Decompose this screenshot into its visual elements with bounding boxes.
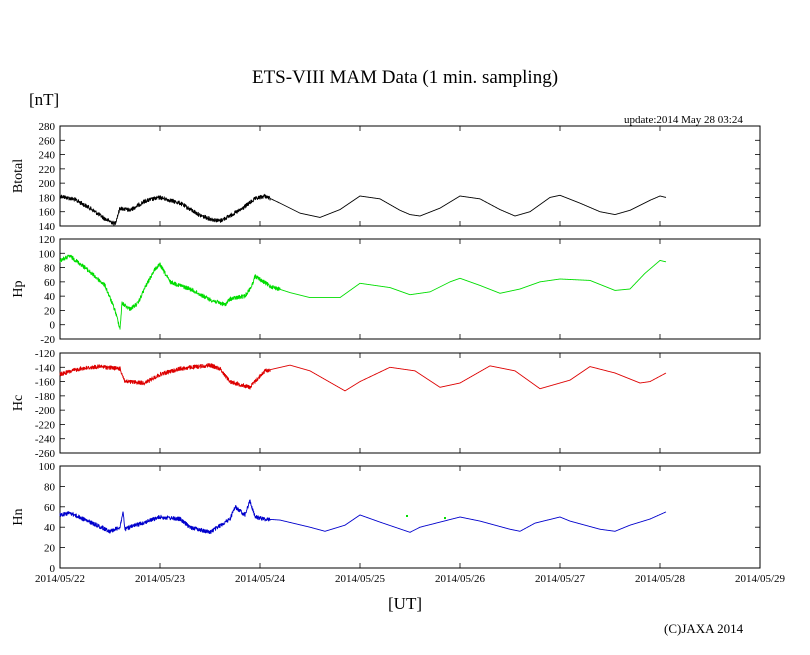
y-tick-label: 20 <box>44 305 56 317</box>
y-tick-label: 0 <box>50 320 56 332</box>
panel-hp: 120 100 80 60 40 20 0 -20 Hp <box>11 234 761 346</box>
y-tick-label: 100 <box>39 248 56 260</box>
y-axis-label-hc: Hc <box>11 395 26 411</box>
y-tick-label: 100 <box>39 461 56 473</box>
update-timestamp: update:2014 May 28 03:24 <box>624 114 743 126</box>
panel-frame <box>59 238 761 340</box>
x-tick-label: 2014/05/25 <box>335 573 386 585</box>
y-tick-label: -180 <box>35 391 56 403</box>
y-tick-label: 80 <box>44 263 56 275</box>
series-line-hn <box>59 499 667 534</box>
y-tick-label: 20 <box>44 543 56 555</box>
y-tick-label: -260 <box>35 448 56 460</box>
y-axis-label-btotal: Btotal <box>11 159 26 193</box>
y-tick-label: -120 <box>35 348 56 360</box>
x-tick-label: 2014/05/26 <box>435 573 486 585</box>
x-tick-label: 2014/05/23 <box>135 573 186 585</box>
x-tick-label: 2014/05/29 <box>735 573 786 585</box>
y-tick-label: -140 <box>35 362 56 374</box>
x-axis-label: [UT] <box>388 594 422 613</box>
y-tick-label: 80 <box>44 481 56 493</box>
y-tick-label: 220 <box>39 164 56 176</box>
y-tick-label: 140 <box>39 221 56 233</box>
panel-frame <box>59 465 761 569</box>
y-tick-label: -200 <box>35 405 56 417</box>
y-tick-label: 200 <box>39 178 56 190</box>
y-tick-label: -160 <box>35 377 56 389</box>
y-tick-label: 280 <box>39 121 56 133</box>
y-tick-label: 260 <box>39 135 56 147</box>
series-line-hp <box>59 254 667 330</box>
panel-btotal: 280 260 240 220 200 180 160 140 Btotal <box>11 121 761 233</box>
y-tick-label: 60 <box>44 502 56 514</box>
outlier-point <box>406 514 408 517</box>
unit-label: [nT] <box>29 90 60 109</box>
series-line-hc <box>59 363 667 392</box>
outlier-point <box>444 517 446 520</box>
y-tick-label: 160 <box>39 207 56 219</box>
y-tick-label: 180 <box>39 192 56 204</box>
panel-hc: -120 -140 -160 -180 -200 -220 -240 -260 Hc <box>11 348 761 460</box>
y-tick-label: -220 <box>35 419 56 431</box>
panel-frame <box>59 125 761 227</box>
y-axis-label-hp: Hp <box>11 280 26 297</box>
copyright-text: (C)JAXA 2014 <box>664 621 744 636</box>
y-tick-label: 40 <box>44 291 56 303</box>
y-tick-label: 60 <box>44 277 56 289</box>
y-tick-label: 120 <box>39 234 56 246</box>
x-tick-label: 2014/05/27 <box>535 573 586 585</box>
y-tick-label: -20 <box>40 334 55 346</box>
y-tick-label: 40 <box>44 522 56 534</box>
y-axis-label-hn: Hn <box>11 508 26 525</box>
y-tick-label: -240 <box>35 434 56 446</box>
panel-frame <box>59 352 761 454</box>
y-tick-label: 240 <box>39 150 56 162</box>
y-tick-label: 0 <box>50 563 56 575</box>
x-tick-label: 2014/05/22 <box>35 573 85 585</box>
x-tick-label: 2014/05/24 <box>235 573 286 585</box>
series-line-btotal <box>59 193 667 226</box>
x-tick-label: 2014/05/28 <box>635 573 686 585</box>
chart-title: ETS-VIII MAM Data (1 min. sampling) <box>251 67 559 88</box>
